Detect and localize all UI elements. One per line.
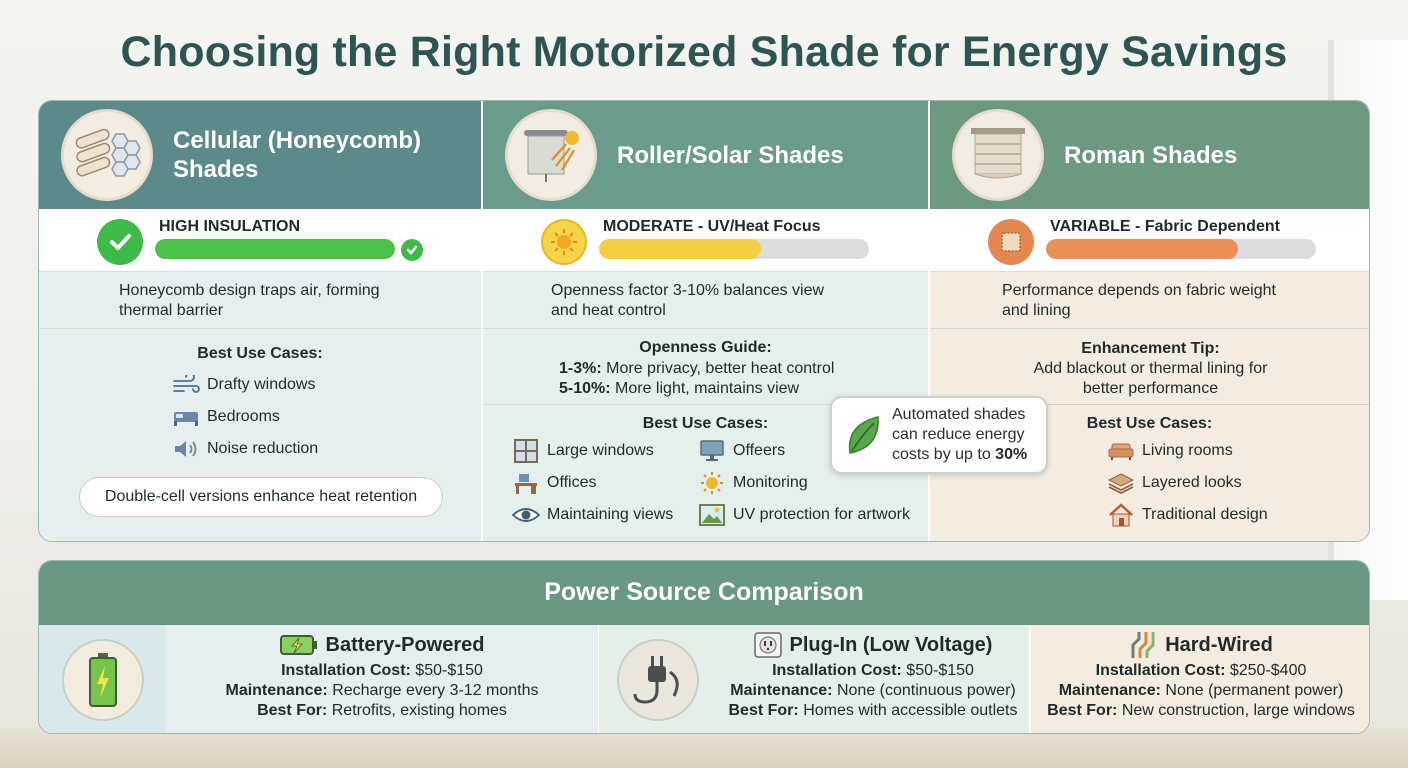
background-floor: [0, 728, 1408, 768]
guide-item: 1-3%: More privacy, better heat control: [559, 360, 835, 377]
monitor-icon: [697, 439, 727, 463]
use-case-item: Monitoring: [697, 467, 910, 499]
rating-label: MODERATE - UV/Heat Focus: [603, 218, 821, 235]
enhancement-tip: Enhancement Tip: Add blackout or thermal…: [930, 329, 1369, 405]
openness-guide-title: Openness Guide:: [639, 339, 772, 356]
hard-wired-option: Hard-Wired Installation Cost: $250-$400 …: [1031, 625, 1369, 733]
maintenance: Maintenance: None (continuous power): [730, 682, 1016, 699]
use-case-item: UV protection for artwork: [697, 499, 910, 531]
check-icon: [97, 219, 143, 265]
picture-icon: [697, 503, 727, 527]
uv-heat-bar: [599, 239, 869, 259]
use-case-item: Traditional design: [1106, 499, 1268, 531]
plug-in-option: Plug-In (Low Voltage) Installation Cost:…: [717, 625, 1029, 733]
option-name: Plug-In (Low Voltage): [789, 634, 993, 656]
best-for: Best For: New construction, large window…: [1047, 702, 1355, 719]
cellular-column: Cellular (Honeycomb) Shades HIGH INSULAT…: [39, 101, 481, 541]
plug-icon: [617, 639, 699, 721]
speaker-icon: [171, 437, 201, 461]
use-case-item: Offeers: [697, 435, 910, 467]
best-for: Best For: Homes with accessible outlets: [728, 702, 1018, 719]
roman-description: Performance depends on fabric weight and…: [930, 272, 1369, 329]
plug-big-icon-cell: [599, 625, 717, 733]
roman-column: Roman Shades VARIABLE - Fabric Dependent…: [928, 101, 1369, 541]
shade-comparison-panel: Cellular (Honeycomb) Shades HIGH INSULAT…: [38, 100, 1370, 542]
installation-cost: Installation Cost: $50-$150: [772, 662, 974, 679]
maintenance: Maintenance: Recharge every 3-12 months: [225, 682, 539, 699]
layers-icon: [1106, 471, 1136, 495]
use-case-item: Large windows: [511, 435, 673, 467]
sun-icon: [697, 471, 727, 495]
leaf-icon: [848, 416, 879, 454]
battery-icon: [61, 639, 144, 721]
window-icon: [511, 439, 541, 463]
roller-column: Roller/Solar Shades MODERATE - UV/Heat F…: [481, 101, 928, 541]
page-title: Choosing the Right Motorized Shade for E…: [120, 28, 1288, 76]
roller-header: Roller/Solar Shades: [483, 101, 928, 209]
roman-rating: VARIABLE - Fabric Dependent: [930, 209, 1369, 272]
cellular-title: Cellular (Honeycomb) Shades: [173, 127, 422, 183]
callout-text: Automated shades can reduce energy costs…: [892, 406, 1028, 463]
desk-icon: [511, 471, 541, 495]
cellular-header: Cellular (Honeycomb) Shades: [39, 101, 481, 209]
use-case-item: Bedrooms: [171, 401, 318, 433]
use-case-item: Maintaining views: [511, 499, 673, 531]
openness-guide: Openness Guide: 1-3%: More privacy, bett…: [483, 329, 928, 405]
cellular-description: Honeycomb design traps air, forming ther…: [39, 272, 481, 329]
sun-icon: [541, 219, 587, 265]
outlet-icon: [753, 632, 782, 658]
tip-text: Add blackout or thermal lining for: [1033, 360, 1268, 377]
guide-item: 5-10%: More light, maintains view: [559, 380, 800, 397]
energy-savings-callout: Automated shades can reduce energy costs…: [830, 396, 1048, 474]
option-name: Hard-Wired: [1165, 634, 1273, 656]
roller-rating: MODERATE - UV/Heat Focus: [483, 209, 928, 272]
rating-label: VARIABLE - Fabric Dependent: [1050, 218, 1280, 235]
house-icon: [1106, 503, 1136, 527]
bed-icon: [171, 405, 201, 429]
roman-header: Roman Shades: [930, 101, 1369, 209]
tip-text: better performance: [1082, 380, 1219, 397]
fabric-bar: [1046, 239, 1316, 259]
use-case-item: Living rooms: [1106, 435, 1268, 467]
rating-label: HIGH INSULATION: [159, 218, 301, 235]
power-title: Power Source Comparison: [39, 561, 1369, 625]
roller-shade-icon: [505, 109, 597, 201]
fabric-swatch-icon: [988, 219, 1034, 265]
honeycomb-icon: [61, 109, 153, 201]
use-cases-title: Best Use Cases:: [642, 415, 769, 432]
installation-cost: Installation Cost: $250-$400: [1095, 662, 1307, 679]
sofa-icon: [1106, 439, 1136, 463]
power-source-panel: Power Source Comparison Battery-Powered …: [38, 560, 1370, 734]
battery-big-icon-cell: [39, 625, 166, 733]
wind-icon: [171, 373, 201, 397]
check-small-icon: [401, 239, 423, 261]
tip-title: Enhancement Tip:: [1081, 340, 1220, 357]
cellular-rating: HIGH INSULATION: [39, 209, 481, 272]
use-cases-title: Best Use Cases:: [197, 345, 323, 362]
roller-description: Openness factor 3-10% balances view and …: [483, 272, 928, 329]
roller-title: Roller/Solar Shades: [617, 141, 844, 169]
best-for: Best For: Retrofits, existing homes: [257, 702, 507, 719]
use-case-item: Offices: [511, 467, 673, 499]
battery-icon: [279, 634, 318, 656]
roman-title: Roman Shades: [1064, 141, 1238, 169]
use-case-item: Drafty windows: [171, 369, 318, 401]
use-case-item: Noise reduction: [171, 433, 318, 465]
insulation-bar: [155, 239, 395, 259]
wires-icon: [1129, 631, 1157, 659]
option-name: Battery-Powered: [325, 634, 485, 656]
use-case-item: Layered looks: [1106, 467, 1268, 499]
installation-cost: Installation Cost: $50-$150: [281, 662, 483, 679]
battery-option: Battery-Powered Installation Cost: $50-$…: [166, 625, 598, 733]
maintenance: Maintenance: None (permanent power): [1058, 682, 1344, 699]
eye-icon: [511, 503, 541, 527]
use-cases-title: Best Use Cases:: [1086, 415, 1213, 432]
roman-shade-icon: [952, 109, 1044, 201]
double-cell-note: Double-cell versions enhance heat retent…: [79, 477, 443, 517]
